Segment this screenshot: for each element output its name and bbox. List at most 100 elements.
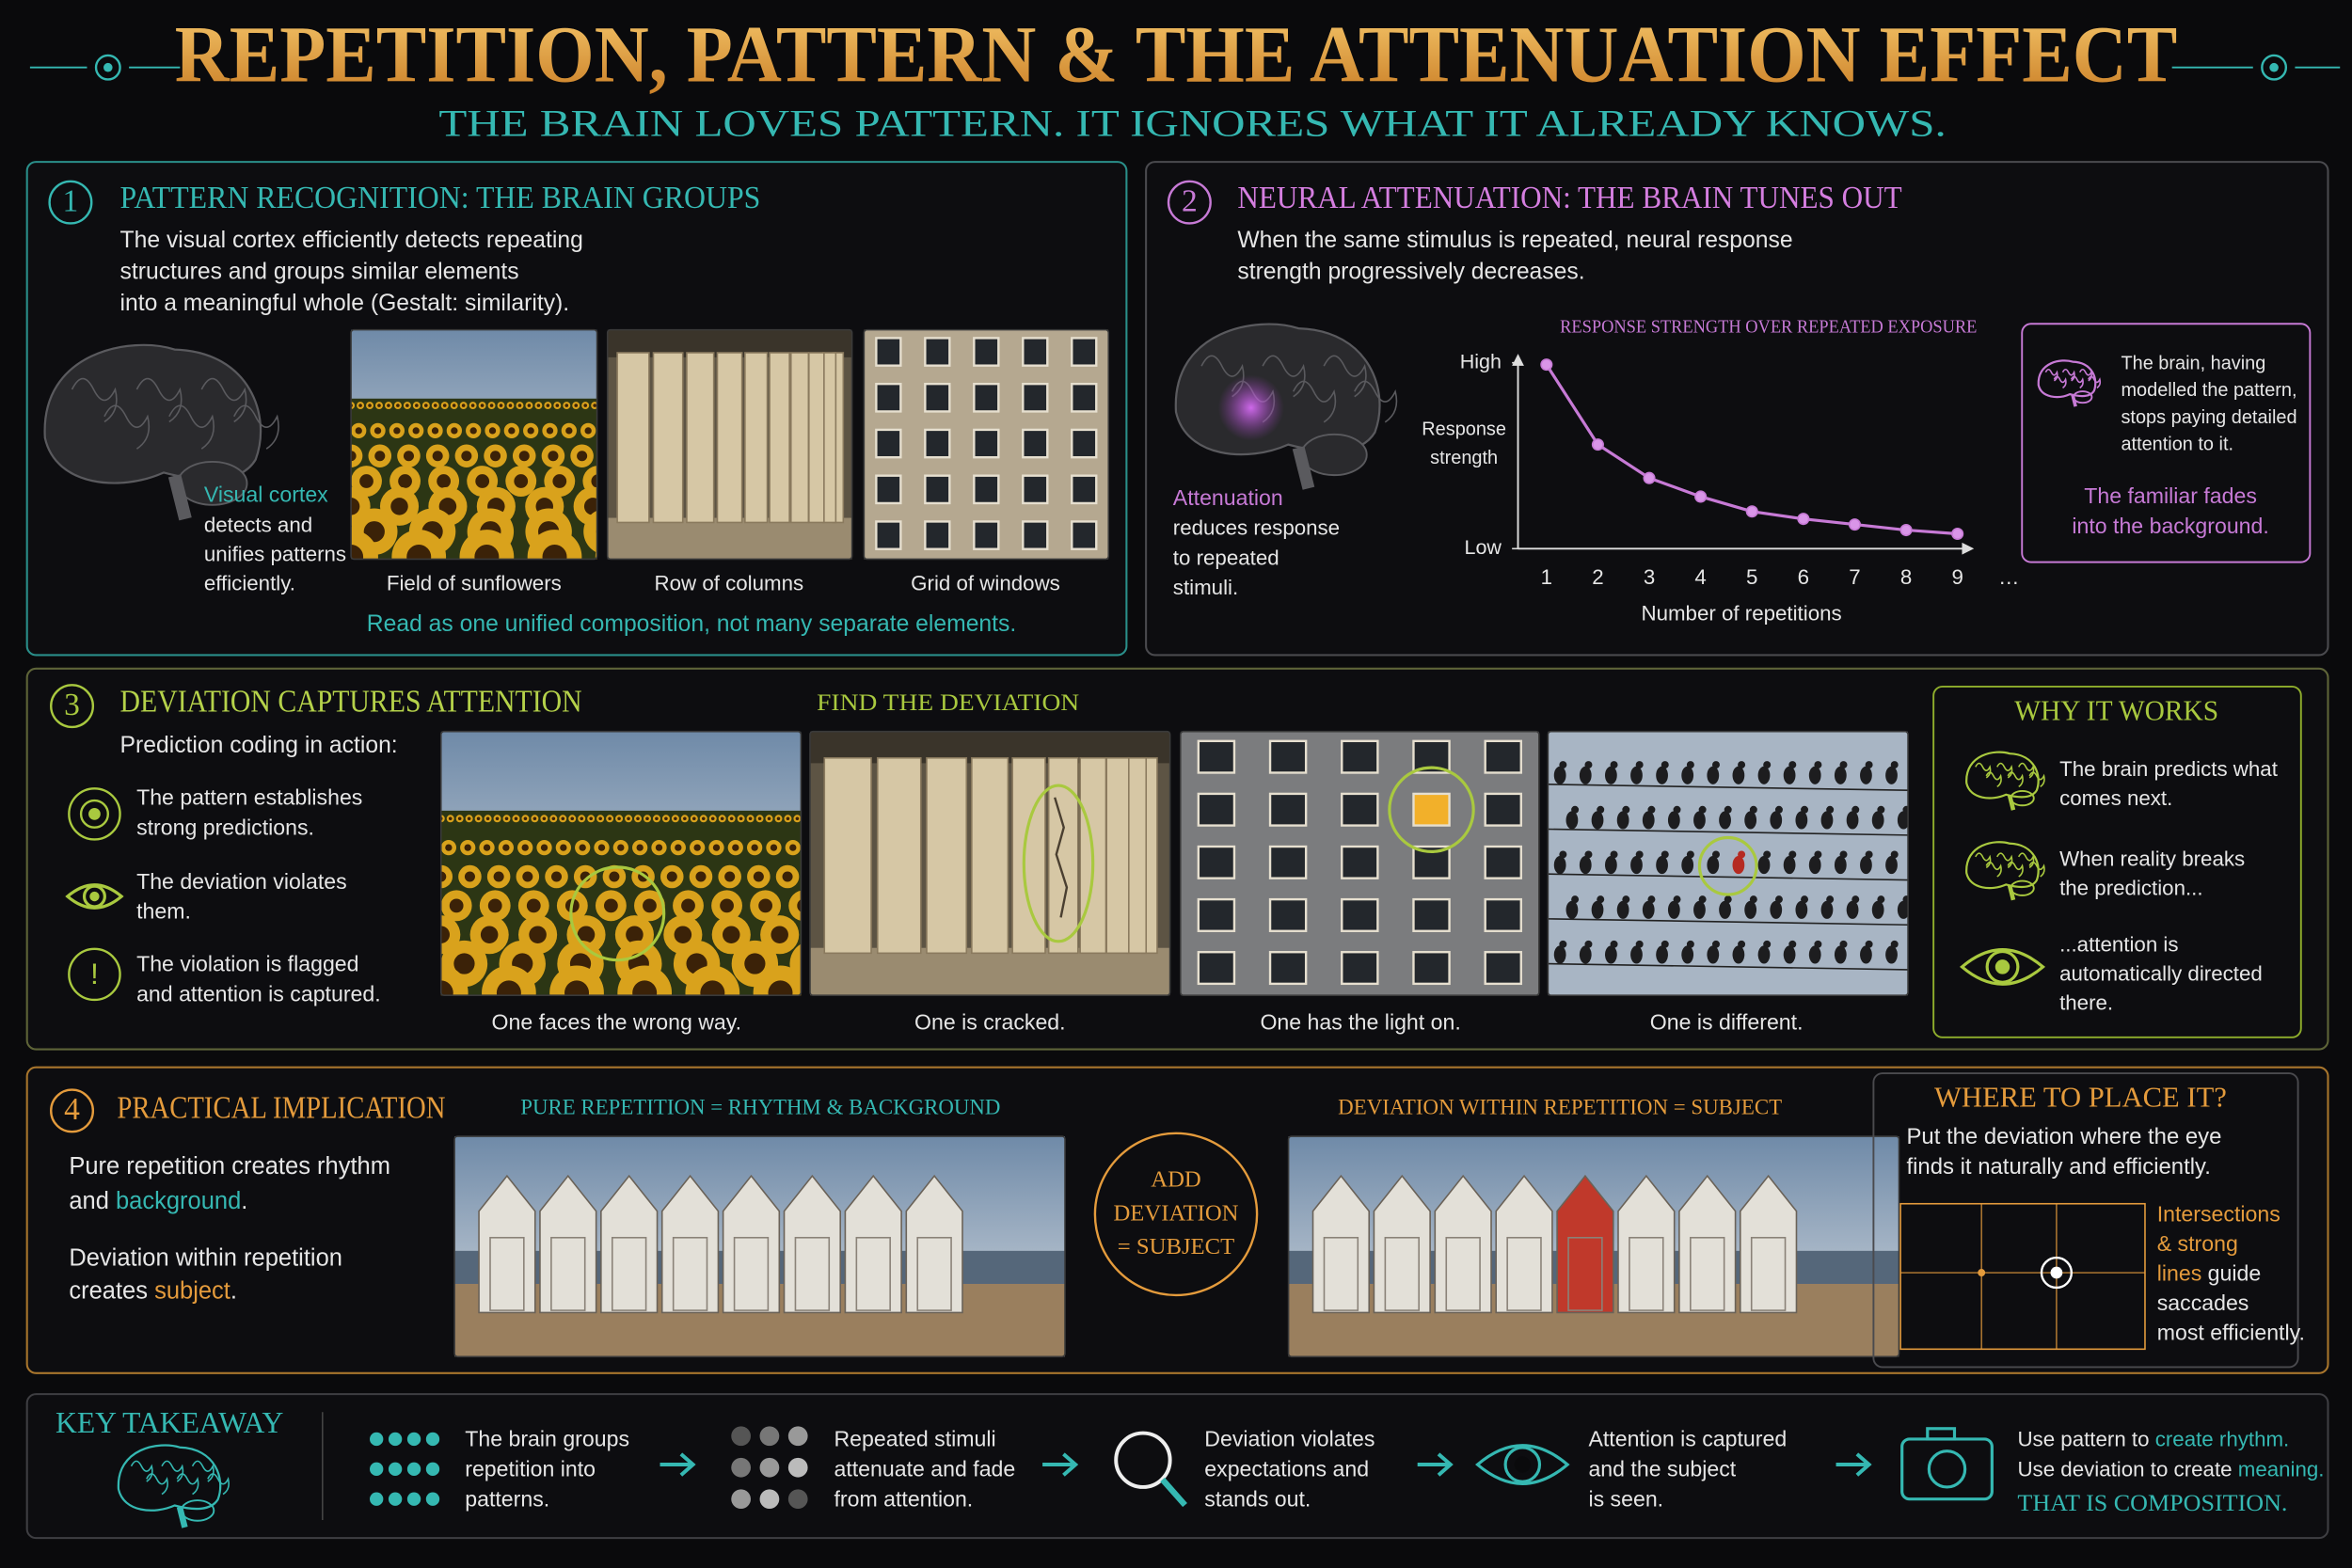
flower-center xyxy=(415,404,419,407)
photo-frame xyxy=(1547,730,1909,997)
panel-title: PRACTICAL IMPLICATION xyxy=(117,1091,445,1126)
text: structures and groups similar elements xyxy=(120,260,519,285)
flower-center xyxy=(580,816,584,821)
flower-center xyxy=(493,871,504,882)
window xyxy=(1412,951,1451,986)
hut-door xyxy=(611,1236,647,1311)
flower-center xyxy=(522,871,533,882)
flower-center xyxy=(564,980,590,996)
brain-shape xyxy=(43,343,262,484)
bird-head xyxy=(1686,761,1694,769)
brain-icon xyxy=(1965,841,2045,901)
highlight-ring xyxy=(1388,766,1475,853)
flower-center xyxy=(577,926,596,943)
text-segment: Use pattern to xyxy=(2017,1427,2154,1450)
bird xyxy=(1897,811,1909,830)
bird-head xyxy=(1763,761,1772,769)
panel-title: NEURAL ATTENUATION: THE BRAIN TUNES OUT xyxy=(1237,181,1901,215)
bird-head xyxy=(1749,895,1757,904)
text: Put the deviation where the eye xyxy=(1906,1124,2221,1149)
text: from attention. xyxy=(834,1486,973,1511)
flower-center xyxy=(377,404,381,407)
dot-grid xyxy=(406,1492,421,1506)
hut-door xyxy=(1567,1236,1603,1311)
photo-frame xyxy=(350,328,598,561)
window xyxy=(1341,792,1379,827)
window xyxy=(973,428,1000,459)
brain-icon xyxy=(117,1444,230,1528)
bird xyxy=(1553,766,1566,784)
bird-head xyxy=(1826,805,1835,814)
bird-head xyxy=(1610,761,1618,769)
bird-head xyxy=(1801,895,1809,904)
x-axis-label: Number of repetitions xyxy=(1641,601,1841,625)
flower-center xyxy=(732,844,739,851)
window xyxy=(1022,337,1049,367)
column xyxy=(716,352,743,524)
bird-head xyxy=(1738,850,1746,859)
flower-center xyxy=(440,926,451,943)
bird xyxy=(1834,945,1847,964)
flower-center xyxy=(431,427,439,435)
text: automatically directed xyxy=(2059,962,2263,986)
text: and background. xyxy=(69,1188,247,1214)
flower-center xyxy=(487,898,502,913)
bird-head xyxy=(1661,850,1669,859)
bird-head xyxy=(1774,805,1783,814)
data-point xyxy=(1643,471,1656,484)
axis-arrow xyxy=(1962,542,1975,555)
flower-center xyxy=(542,816,547,821)
data-point xyxy=(1951,527,1964,541)
why-box xyxy=(1932,685,2302,1038)
flower-center xyxy=(387,404,390,407)
camera-lens xyxy=(1927,1449,1967,1489)
caption: One has the light on. xyxy=(1260,1010,1460,1035)
flower-center xyxy=(351,498,360,515)
grid-box xyxy=(1899,1202,2146,1351)
flower-center xyxy=(550,871,563,882)
bird xyxy=(1834,856,1847,875)
bird xyxy=(1707,766,1720,784)
bird xyxy=(1707,856,1720,875)
camera-top xyxy=(1926,1427,1957,1441)
bird-head xyxy=(1801,805,1809,814)
bird-head xyxy=(1559,940,1567,948)
highlight-segment: background xyxy=(116,1188,241,1214)
fade-dot xyxy=(731,1457,751,1478)
brain-shape xyxy=(2037,359,2097,399)
flower-center xyxy=(720,898,734,913)
brain-shape xyxy=(117,1444,222,1512)
flower-center xyxy=(488,427,497,435)
eye-icon xyxy=(65,883,124,910)
text: comes next. xyxy=(2059,786,2172,810)
text: ADD xyxy=(1151,1167,1201,1193)
text: unifies patterns xyxy=(204,542,346,565)
number-badge xyxy=(50,1088,95,1133)
flower-center xyxy=(432,451,443,462)
bird-head xyxy=(1877,805,1885,814)
bird-head xyxy=(1610,940,1618,948)
bird-head xyxy=(1622,895,1630,904)
window xyxy=(875,428,902,459)
flower-center xyxy=(664,816,668,821)
flower-center xyxy=(583,404,588,407)
brain-stem xyxy=(167,474,192,521)
brain-fold xyxy=(103,404,151,450)
alert-icon xyxy=(68,947,121,1002)
bird xyxy=(1656,856,1668,875)
text: creates subject. xyxy=(69,1277,237,1304)
window xyxy=(1268,792,1308,827)
bird xyxy=(1885,945,1898,964)
flower-center xyxy=(710,816,715,821)
brain-fold xyxy=(1975,762,1992,779)
flower-center xyxy=(461,404,466,407)
highlight-segment: meaning. xyxy=(2238,1457,2325,1481)
bird-head xyxy=(1686,940,1694,948)
flower-center xyxy=(776,816,781,821)
eye-pupil xyxy=(1994,959,2010,974)
bird xyxy=(1565,900,1579,919)
flower-center xyxy=(438,498,457,515)
flower xyxy=(440,864,453,889)
highlight-ring xyxy=(1022,784,1095,943)
number-badge xyxy=(1167,180,1212,225)
